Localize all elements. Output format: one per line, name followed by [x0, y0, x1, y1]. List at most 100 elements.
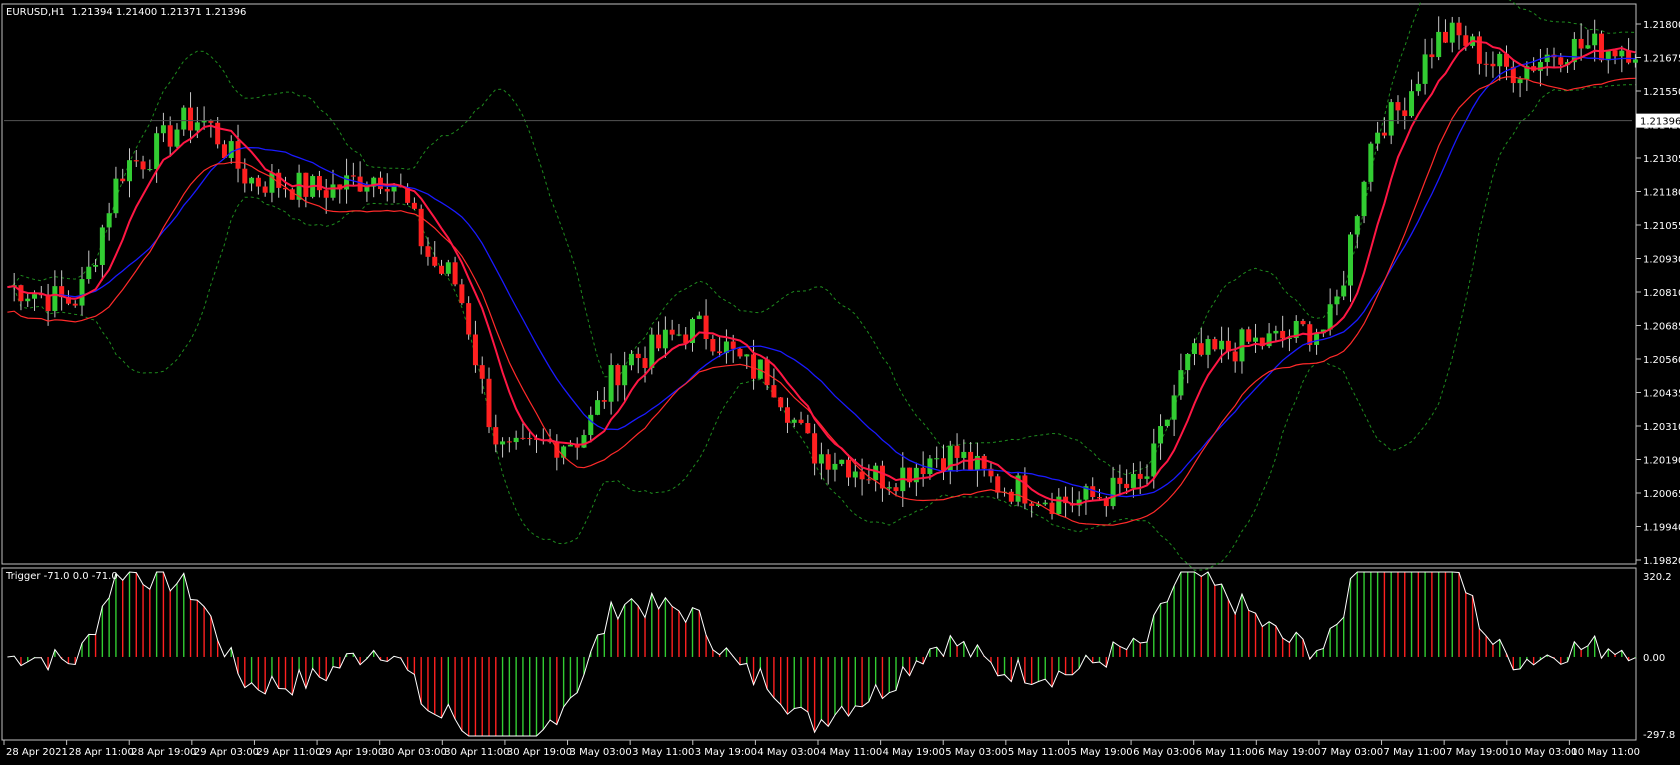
candle [873, 462, 879, 492]
time-tick-label: 3 May 19:00 [695, 747, 757, 758]
candle [608, 353, 614, 415]
candle [289, 187, 295, 200]
candle [384, 173, 390, 202]
price-tick-label: 1.20190 [1643, 456, 1680, 467]
candle [1578, 23, 1584, 61]
time-tick-label: 7 May 11:00 [1384, 747, 1446, 758]
candle [1232, 342, 1238, 373]
candle [1592, 19, 1598, 62]
candle [1605, 49, 1611, 74]
candle [1205, 335, 1211, 369]
time-tick-label: 3 May 03:00 [570, 747, 632, 758]
candle [642, 346, 648, 383]
candle [947, 440, 953, 485]
price-tick-label: 1.21800 [1643, 20, 1680, 31]
candle [269, 163, 275, 203]
candle [1022, 467, 1028, 510]
candle [1449, 16, 1455, 53]
candle [445, 259, 451, 277]
current-price-badge: 1.21396 [1636, 113, 1680, 128]
candle [588, 406, 594, 443]
candle [1409, 79, 1415, 118]
candle [832, 452, 838, 482]
candle [751, 339, 757, 390]
time-tick-label: 30 Apr 11:00 [444, 747, 509, 758]
candle [255, 175, 261, 195]
candle [418, 204, 424, 255]
candle [1130, 462, 1136, 498]
candle [357, 161, 363, 192]
candle [1517, 76, 1523, 98]
candle [1300, 318, 1306, 327]
candle [656, 321, 662, 352]
candle [208, 119, 214, 138]
candle [140, 155, 146, 179]
candle [25, 294, 31, 307]
price-tick-label: 1.21305 [1643, 154, 1680, 165]
candle [1158, 414, 1164, 460]
osc-tick-label: 0.00 [1643, 653, 1665, 664]
candle [635, 347, 641, 374]
candle [1191, 338, 1197, 366]
candle [1110, 466, 1116, 510]
time-tick-label: 30 Apr 19:00 [507, 747, 572, 758]
time-tick-label: 10 May 03:00 [1509, 747, 1578, 758]
candle [690, 317, 696, 352]
candle [1585, 29, 1591, 50]
time-tick-label: 5 May 11:00 [1008, 747, 1070, 758]
candle [676, 323, 682, 337]
time-tick-label: 29 Apr 11:00 [256, 747, 321, 758]
price-tick-label: 1.20560 [1643, 355, 1680, 366]
candle [1483, 51, 1489, 77]
main-chart-frame[interactable] [1, 3, 1637, 565]
candle [201, 106, 207, 130]
candle [432, 241, 438, 268]
candle [717, 335, 723, 358]
candle [147, 159, 153, 172]
candle [554, 434, 560, 471]
candle [1361, 180, 1367, 224]
price-tick-label: 1.20435 [1643, 389, 1680, 400]
candle [866, 464, 872, 484]
candle [1632, 54, 1638, 68]
candle [1124, 469, 1130, 495]
candle [242, 158, 248, 193]
candle [839, 459, 845, 467]
price-tick-label: 1.20810 [1643, 288, 1680, 299]
candle [1280, 315, 1286, 348]
time-tick-label: 4 May 11:00 [820, 747, 882, 758]
candle [86, 250, 92, 284]
candle [757, 359, 763, 380]
time-tick-label: 6 May 03:00 [1133, 747, 1195, 758]
candle [1422, 38, 1428, 95]
candle [1347, 232, 1353, 302]
candle [771, 368, 777, 398]
osc-line [7, 571, 1636, 737]
candle [696, 311, 702, 320]
candle [1097, 488, 1103, 500]
candle [72, 300, 78, 308]
candle [601, 386, 607, 409]
candle [934, 446, 940, 468]
candle [1327, 288, 1333, 336]
candle [561, 445, 567, 465]
price-tick-label: 1.21675 [1643, 54, 1680, 65]
price-tick-label: 1.20685 [1643, 322, 1680, 333]
candle [1598, 30, 1604, 63]
time-tick-label: 29 Apr 03:00 [194, 747, 259, 758]
candle [784, 397, 790, 434]
candle [133, 149, 139, 167]
candle [1497, 51, 1503, 81]
time-tick-label: 28 Apr 2021 [6, 747, 68, 758]
indicator-frame[interactable] [1, 567, 1637, 741]
candle [737, 347, 743, 359]
candle [486, 367, 492, 434]
candle [622, 351, 628, 401]
candle [459, 278, 465, 305]
candle [744, 354, 750, 369]
candle [1524, 61, 1530, 92]
candle [1293, 315, 1299, 343]
price-tick-label: 1.21180 [1643, 188, 1680, 199]
candle [825, 449, 831, 485]
candle [798, 411, 804, 425]
